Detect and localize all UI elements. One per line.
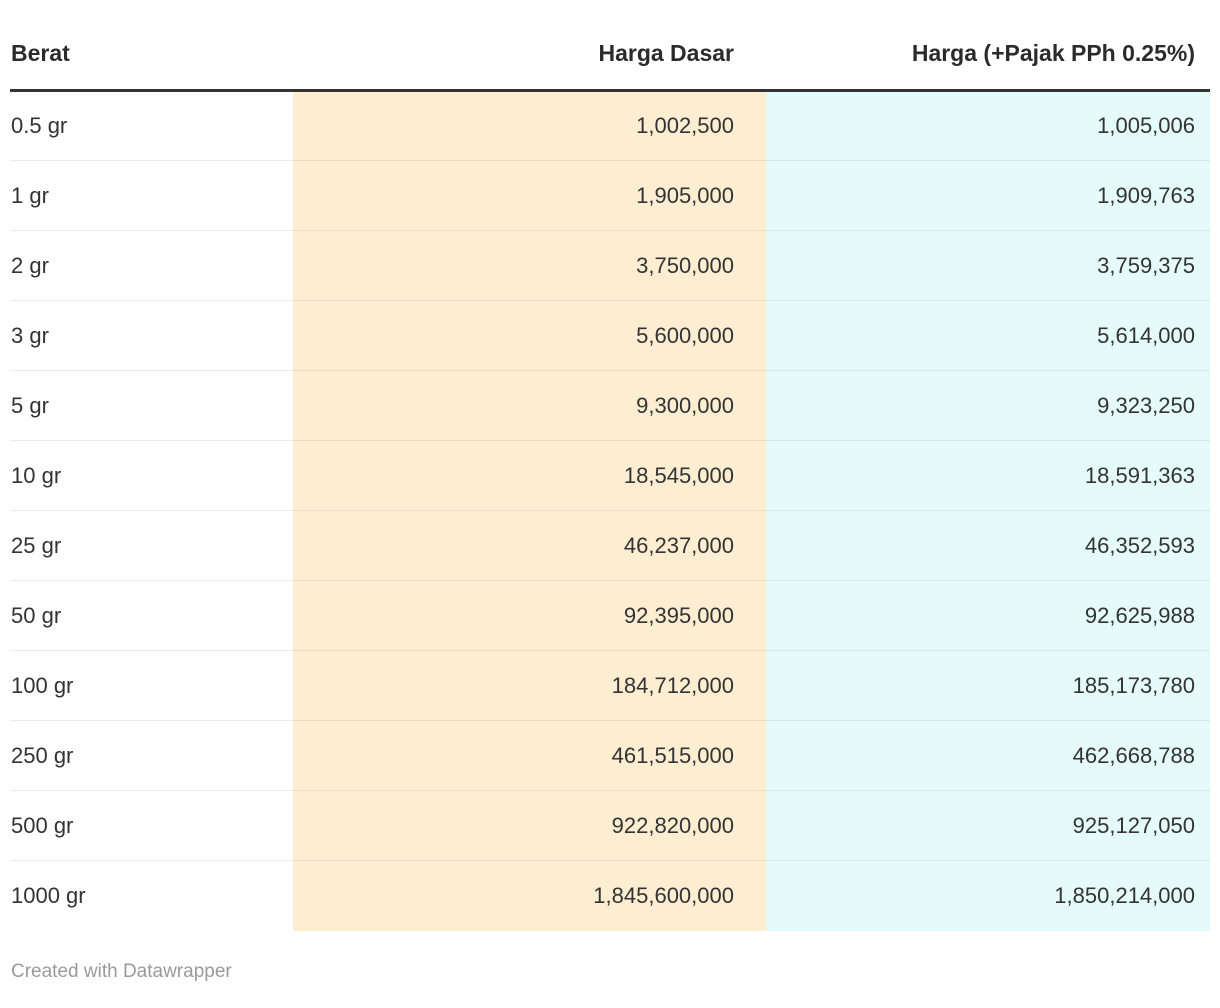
cell-harga-dasar: 46,237,000 (293, 510, 766, 581)
cell-berat: 100 gr (10, 650, 293, 721)
datawrapper-table-widget: Berat Harga Dasar Harga (+Pajak PPh 0.25… (10, 0, 1210, 982)
table-row: 250 gr 461,515,000 462,668,788 (10, 720, 1210, 791)
table-row: 10 gr 18,545,000 18,591,363 (10, 440, 1210, 511)
cell-harga-dasar: 1,845,600,000 (293, 860, 766, 931)
cell-harga-pajak: 925,127,050 (766, 790, 1210, 861)
datawrapper-attribution-link[interactable]: Created with Datawrapper (11, 960, 232, 982)
cell-harga-pajak: 92,625,988 (766, 580, 1210, 651)
cell-harga-dasar: 1,002,500 (293, 90, 766, 161)
cell-berat: 25 gr (10, 510, 293, 581)
cell-berat: 500 gr (10, 790, 293, 861)
table-row: 5 gr 9,300,000 9,323,250 (10, 370, 1210, 441)
cell-harga-dasar: 1,905,000 (293, 160, 766, 231)
column-header-harga-pajak: Harga (+Pajak PPh 0.25%) (766, 0, 1210, 92)
table-row: 500 gr 922,820,000 925,127,050 (10, 790, 1210, 861)
column-header-harga-dasar: Harga Dasar (293, 0, 766, 92)
cell-harga-pajak: 185,173,780 (766, 650, 1210, 721)
table-row: 50 gr 92,395,000 92,625,988 (10, 580, 1210, 651)
table-row: 0.5 gr 1,002,500 1,005,006 (10, 90, 1210, 161)
cell-berat: 1000 gr (10, 860, 293, 931)
gold-price-table: Berat Harga Dasar Harga (+Pajak PPh 0.25… (10, 0, 1210, 931)
cell-berat: 5 gr (10, 370, 293, 441)
cell-harga-dasar: 9,300,000 (293, 370, 766, 441)
table-row: 3 gr 5,600,000 5,614,000 (10, 300, 1210, 371)
table-row: 25 gr 46,237,000 46,352,593 (10, 510, 1210, 581)
cell-harga-pajak: 46,352,593 (766, 510, 1210, 581)
cell-berat: 250 gr (10, 720, 293, 791)
cell-berat: 2 gr (10, 230, 293, 301)
column-header-berat: Berat (10, 0, 293, 92)
table-row: 1 gr 1,905,000 1,909,763 (10, 160, 1210, 231)
cell-harga-pajak: 3,759,375 (766, 230, 1210, 301)
header-row: Berat Harga Dasar Harga (+Pajak PPh 0.25… (10, 0, 1210, 92)
cell-harga-dasar: 184,712,000 (293, 650, 766, 721)
cell-berat: 10 gr (10, 440, 293, 511)
table-row: 100 gr 184,712,000 185,173,780 (10, 650, 1210, 721)
cell-harga-pajak: 462,668,788 (766, 720, 1210, 791)
cell-berat: 50 gr (10, 580, 293, 651)
cell-harga-pajak: 1,850,214,000 (766, 860, 1210, 931)
cell-harga-pajak: 1,005,006 (766, 90, 1210, 161)
cell-berat: 0.5 gr (10, 90, 293, 161)
cell-harga-pajak: 5,614,000 (766, 300, 1210, 371)
cell-harga-dasar: 92,395,000 (293, 580, 766, 651)
cell-harga-pajak: 1,909,763 (766, 160, 1210, 231)
cell-berat: 3 gr (10, 300, 293, 371)
table-row: 2 gr 3,750,000 3,759,375 (10, 230, 1210, 301)
cell-harga-dasar: 461,515,000 (293, 720, 766, 791)
table-header: Berat Harga Dasar Harga (+Pajak PPh 0.25… (10, 0, 1210, 92)
cell-harga-dasar: 5,600,000 (293, 300, 766, 371)
cell-harga-pajak: 18,591,363 (766, 440, 1210, 511)
cell-harga-dasar: 3,750,000 (293, 230, 766, 301)
cell-harga-pajak: 9,323,250 (766, 370, 1210, 441)
cell-harga-dasar: 18,545,000 (293, 440, 766, 511)
table-body: 0.5 gr 1,002,500 1,005,006 1 gr 1,905,000 1,9… (10, 90, 1210, 931)
cell-berat: 1 gr (10, 160, 293, 231)
cell-harga-dasar: 922,820,000 (293, 790, 766, 861)
table-row: 1000 gr 1,845,600,000 1,850,214,000 (10, 860, 1210, 931)
